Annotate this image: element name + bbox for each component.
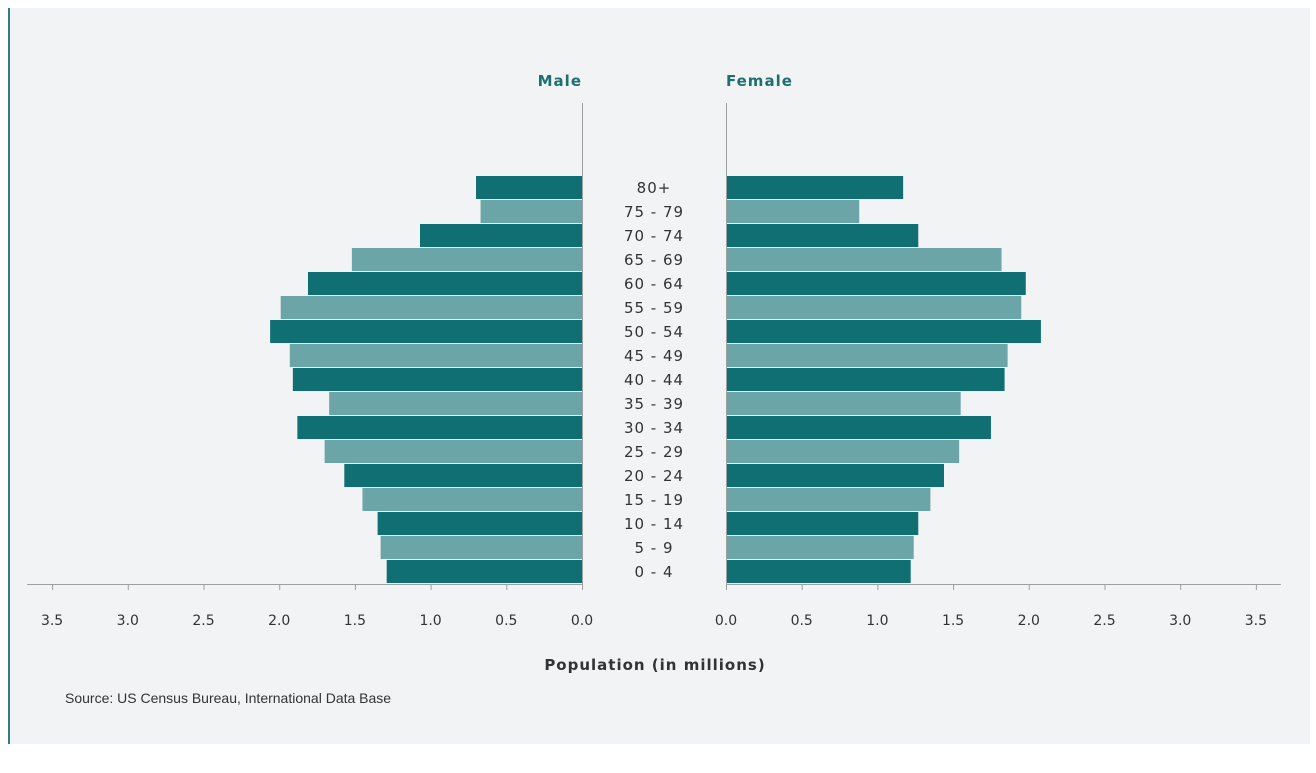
female-tick-label: 3.5 bbox=[1245, 613, 1267, 629]
male-bar-15 bbox=[380, 536, 582, 559]
male-bar-4 bbox=[307, 272, 582, 295]
female-bar-15 bbox=[726, 536, 914, 559]
female-bar-4 bbox=[726, 272, 1026, 295]
female-bar-2 bbox=[726, 224, 919, 247]
female-bar-3 bbox=[726, 248, 1002, 271]
female-tick-label: 1.5 bbox=[942, 613, 964, 629]
age-group-label: 75 - 79 bbox=[624, 203, 684, 221]
male-tick-label: 3.5 bbox=[41, 613, 63, 629]
male-bar-9 bbox=[329, 392, 582, 415]
female-bar-1 bbox=[726, 200, 860, 223]
male-tick-label: 3.0 bbox=[117, 613, 139, 629]
female-bar-5 bbox=[726, 296, 1022, 319]
x-axis-title: Population (in millions) bbox=[544, 656, 765, 674]
female-tick-label: 2.5 bbox=[1093, 613, 1115, 629]
female-bar-16 bbox=[726, 560, 911, 583]
male-bar-1 bbox=[480, 200, 582, 223]
male-bar-6 bbox=[270, 320, 582, 343]
male-bar-14 bbox=[377, 512, 582, 535]
male-bar-10 bbox=[297, 416, 582, 439]
age-group-label: 35 - 39 bbox=[624, 395, 684, 413]
female-bar-10 bbox=[726, 416, 991, 439]
female-bar-11 bbox=[726, 440, 960, 463]
age-group-label: 55 - 59 bbox=[624, 299, 684, 317]
female-tick-label: 0.5 bbox=[791, 613, 813, 629]
male-bar-0 bbox=[476, 176, 582, 199]
age-group-label: 40 - 44 bbox=[624, 371, 684, 389]
age-group-label: 60 - 64 bbox=[624, 275, 684, 293]
male-bar-7 bbox=[289, 344, 582, 367]
female-series-label: Female bbox=[726, 72, 793, 90]
female-tick-label: 1.0 bbox=[866, 613, 888, 629]
male-bar-16 bbox=[386, 560, 582, 583]
male-bar-11 bbox=[324, 440, 582, 463]
age-group-label: 10 - 14 bbox=[624, 515, 684, 533]
male-bar-8 bbox=[292, 368, 582, 391]
female-bar-7 bbox=[726, 344, 1008, 367]
age-group-label: 65 - 69 bbox=[624, 251, 684, 269]
male-bar-5 bbox=[280, 296, 582, 319]
chart-panel: 80+ 75 - 79 70 - 74 65 - 69 60 - 64 55 - 59 50… bbox=[8, 8, 1310, 744]
age-group-label: 80+ bbox=[637, 179, 672, 197]
female-bar-6 bbox=[726, 320, 1041, 343]
age-group-label: 15 - 19 bbox=[624, 491, 684, 509]
female-bar-14 bbox=[726, 512, 919, 535]
female-bar-13 bbox=[726, 488, 931, 511]
male-tick-label: 1.0 bbox=[419, 613, 441, 629]
female-tick-label: 0.0 bbox=[715, 613, 737, 629]
female-bar-9 bbox=[726, 392, 961, 415]
age-group-label: 0 - 4 bbox=[634, 563, 673, 581]
age-group-label: 5 - 9 bbox=[634, 539, 673, 557]
male-tick-label: 0.0 bbox=[571, 613, 593, 629]
female-tick-label: 3.0 bbox=[1169, 613, 1191, 629]
age-group-label: 50 - 54 bbox=[624, 323, 684, 341]
male-series-label: Male bbox=[538, 72, 582, 90]
female-bar-0 bbox=[726, 176, 904, 199]
female-bar-8 bbox=[726, 368, 1005, 391]
male-tick-label: 0.5 bbox=[495, 613, 517, 629]
population-pyramid-chart: 80+ 75 - 79 70 - 74 65 - 69 60 - 64 55 - 59 50… bbox=[27, 72, 1281, 674]
male-bar-3 bbox=[351, 248, 582, 271]
female-bar-12 bbox=[726, 464, 945, 487]
male-bar-2 bbox=[420, 224, 582, 247]
male-tick-label: 1.5 bbox=[344, 613, 366, 629]
male-bar-12 bbox=[344, 464, 582, 487]
age-group-label: 45 - 49 bbox=[624, 347, 684, 365]
age-group-label: 70 - 74 bbox=[624, 227, 684, 245]
age-group-label: 30 - 34 bbox=[624, 419, 684, 437]
age-group-label: 25 - 29 bbox=[624, 443, 684, 461]
male-tick-label: 2.5 bbox=[192, 613, 214, 629]
male-bar-13 bbox=[362, 488, 582, 511]
source-note: Source: US Census Bureau, International … bbox=[65, 690, 392, 706]
male-tick-label: 2.0 bbox=[268, 613, 290, 629]
age-group-label: 20 - 24 bbox=[624, 467, 684, 485]
female-tick-label: 2.0 bbox=[1018, 613, 1040, 629]
